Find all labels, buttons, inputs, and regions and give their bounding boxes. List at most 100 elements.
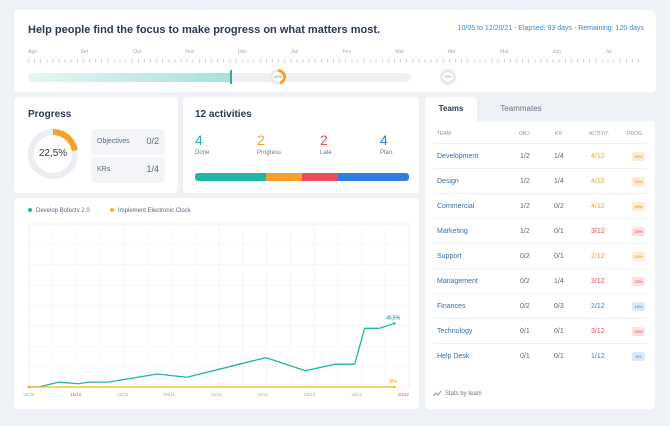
team-activities: 3/12	[591, 328, 605, 335]
team-progress-badge: 35%	[632, 152, 645, 161]
team-progress-badge: 33%	[632, 202, 645, 211]
team-name[interactable]: Marketing	[437, 228, 468, 235]
team-name[interactable]: Development	[437, 153, 479, 160]
x-tick-label: 24/11	[257, 392, 268, 397]
team-row[interactable]: Design 1/2 1/4 4/12 33%	[433, 168, 647, 193]
activities-card: 12 activities 4 Done 2 Progress 2 Late 4…	[183, 97, 419, 193]
krs-stat: KRs 1/4	[91, 157, 165, 183]
month-label: Jul	[605, 49, 612, 55]
team-activities: 3/12	[591, 278, 605, 285]
teams-card: Teams Teammates Team Obj. KR Activit. Pr…	[425, 97, 655, 409]
series-end-label: 45,5%	[386, 315, 401, 321]
team-obj: 1/2	[520, 203, 530, 210]
activities-title: 12 activities	[195, 109, 252, 120]
team-name[interactable]: Commercial	[437, 203, 475, 210]
today-marker	[230, 70, 232, 84]
month-label: Dez	[237, 49, 247, 55]
team-row[interactable]: Technology 0/1 0/1 3/12 25%	[433, 318, 647, 343]
x-tick-label: 04/12	[304, 392, 316, 397]
stats-by-team-link[interactable]: Stats by team	[432, 390, 482, 398]
team-kr: 1/4	[554, 278, 564, 285]
team-name[interactable]: Help Desk	[437, 353, 470, 360]
month-label: Mai	[500, 49, 509, 55]
legend-series-1[interactable]: Develop Bofectv 2.0	[28, 208, 90, 214]
legend-label: Implement Electronic Clock	[118, 208, 191, 214]
activity-done-label: Done	[195, 150, 210, 156]
team-name[interactable]: Management	[437, 278, 478, 285]
team-obj: 1/2	[520, 178, 530, 185]
team-kr: 0/2	[554, 203, 564, 210]
month-label: Set	[80, 49, 88, 55]
team-obj: 0/1	[520, 328, 530, 335]
x-tick-label: 14/11	[211, 392, 222, 397]
progress-donut: 22,5%	[28, 129, 78, 179]
team-row[interactable]: Marketing 1/2 0/1 3/12 25%	[433, 218, 647, 243]
x-tick-label: 04/11	[164, 392, 175, 397]
team-activities: 2/12	[591, 253, 605, 260]
team-kr: 0/1	[554, 328, 564, 335]
activity-late-count: 2	[320, 132, 328, 148]
period-info: 10/05 to 12/20/21 - Elapsed: 93 days - R…	[457, 25, 644, 32]
day-ticks	[28, 59, 642, 63]
team-row[interactable]: Support 0/2 0/1 2/12 16%	[433, 243, 647, 268]
team-kr: 0/1	[554, 228, 564, 235]
activity-planned-count: 4	[380, 132, 388, 148]
col-progress: Prog.	[627, 131, 644, 137]
team-kr: 0/1	[554, 353, 564, 360]
team-kr: 1/4	[554, 178, 564, 185]
activity-progress-count: 2	[257, 132, 265, 148]
objectives-label: Objectives	[97, 138, 130, 145]
tab-teams[interactable]: Teams	[425, 97, 477, 121]
chart-icon	[432, 390, 442, 397]
series-point	[27, 385, 31, 389]
mission-title: Help people find the focus to make progr…	[28, 24, 381, 36]
x-tick-label: 20/12	[398, 392, 410, 397]
x-tick-label: 05/10	[23, 392, 35, 397]
team-name[interactable]: Finances	[437, 303, 466, 310]
month-label: Fev	[342, 49, 352, 55]
series-point	[392, 385, 396, 389]
activity-planned: 4 Plan.	[380, 132, 394, 156]
team-obj: 1/2	[520, 228, 530, 235]
goal-progress-ring[interactable]: 45%	[270, 69, 286, 85]
col-obj: Obj.	[519, 131, 531, 137]
team-progress-badge: 25%	[632, 277, 645, 286]
objectives-stat: Objectives 0/2	[91, 129, 165, 155]
status-segment-late	[301, 173, 338, 181]
series-end-label: 0%	[390, 379, 398, 385]
goal-secondary-ring[interactable]: 0%	[440, 69, 456, 85]
team-row[interactable]: Commercial 1/2 0/2 4/12 33%	[433, 193, 647, 218]
activities-status-bar	[195, 173, 409, 181]
progress-title: Progress	[28, 109, 72, 120]
goal-secondary-label: 0%	[443, 72, 453, 82]
team-name[interactable]: Support	[437, 253, 462, 260]
activity-progress: 2 Progress	[257, 132, 281, 156]
team-row[interactable]: Finances 0/2 0/3 2/12 16%	[433, 293, 647, 318]
team-obj: 0/2	[520, 303, 530, 310]
legend-series-2[interactable]: Implement Electronic Clock	[110, 208, 191, 214]
activity-planned-label: Plan.	[380, 150, 394, 156]
activity-done: 4 Done	[195, 132, 209, 156]
progress-percent: 22,5%	[34, 135, 72, 173]
team-name[interactable]: Design	[437, 178, 459, 185]
team-name[interactable]: Technology	[437, 328, 473, 335]
x-tick-label: 14/12	[351, 392, 363, 397]
team-obj: 0/1	[520, 353, 530, 360]
krs-label: KRs	[97, 166, 111, 173]
x-tick-label: 15/10	[70, 392, 82, 397]
timeline-header-card: Help people find the focus to make progr…	[14, 10, 656, 92]
team-row[interactable]: Help Desk 0/1 0/1 1/12 8%	[433, 343, 647, 368]
status-segment-plan	[337, 173, 409, 181]
team-activities: 4/12	[591, 153, 605, 160]
team-obj: 0/2	[520, 253, 530, 260]
status-segment-done	[195, 173, 267, 181]
team-progress-badge: 8%	[632, 352, 645, 361]
progress-chart-card: Develop Bofectv 2.0 Implement Electronic…	[14, 198, 419, 409]
month-label: Abr	[447, 49, 456, 55]
stats-by-team-label: Stats by team	[445, 391, 482, 398]
team-row[interactable]: Management 0/2 1/4 3/12 25%	[433, 268, 647, 293]
team-activities: 2/12	[591, 303, 605, 310]
team-row[interactable]: Development 1/2 1/4 4/12 35%	[433, 143, 647, 168]
series-point	[392, 322, 396, 325]
tab-teammates[interactable]: Teammates	[500, 104, 542, 113]
